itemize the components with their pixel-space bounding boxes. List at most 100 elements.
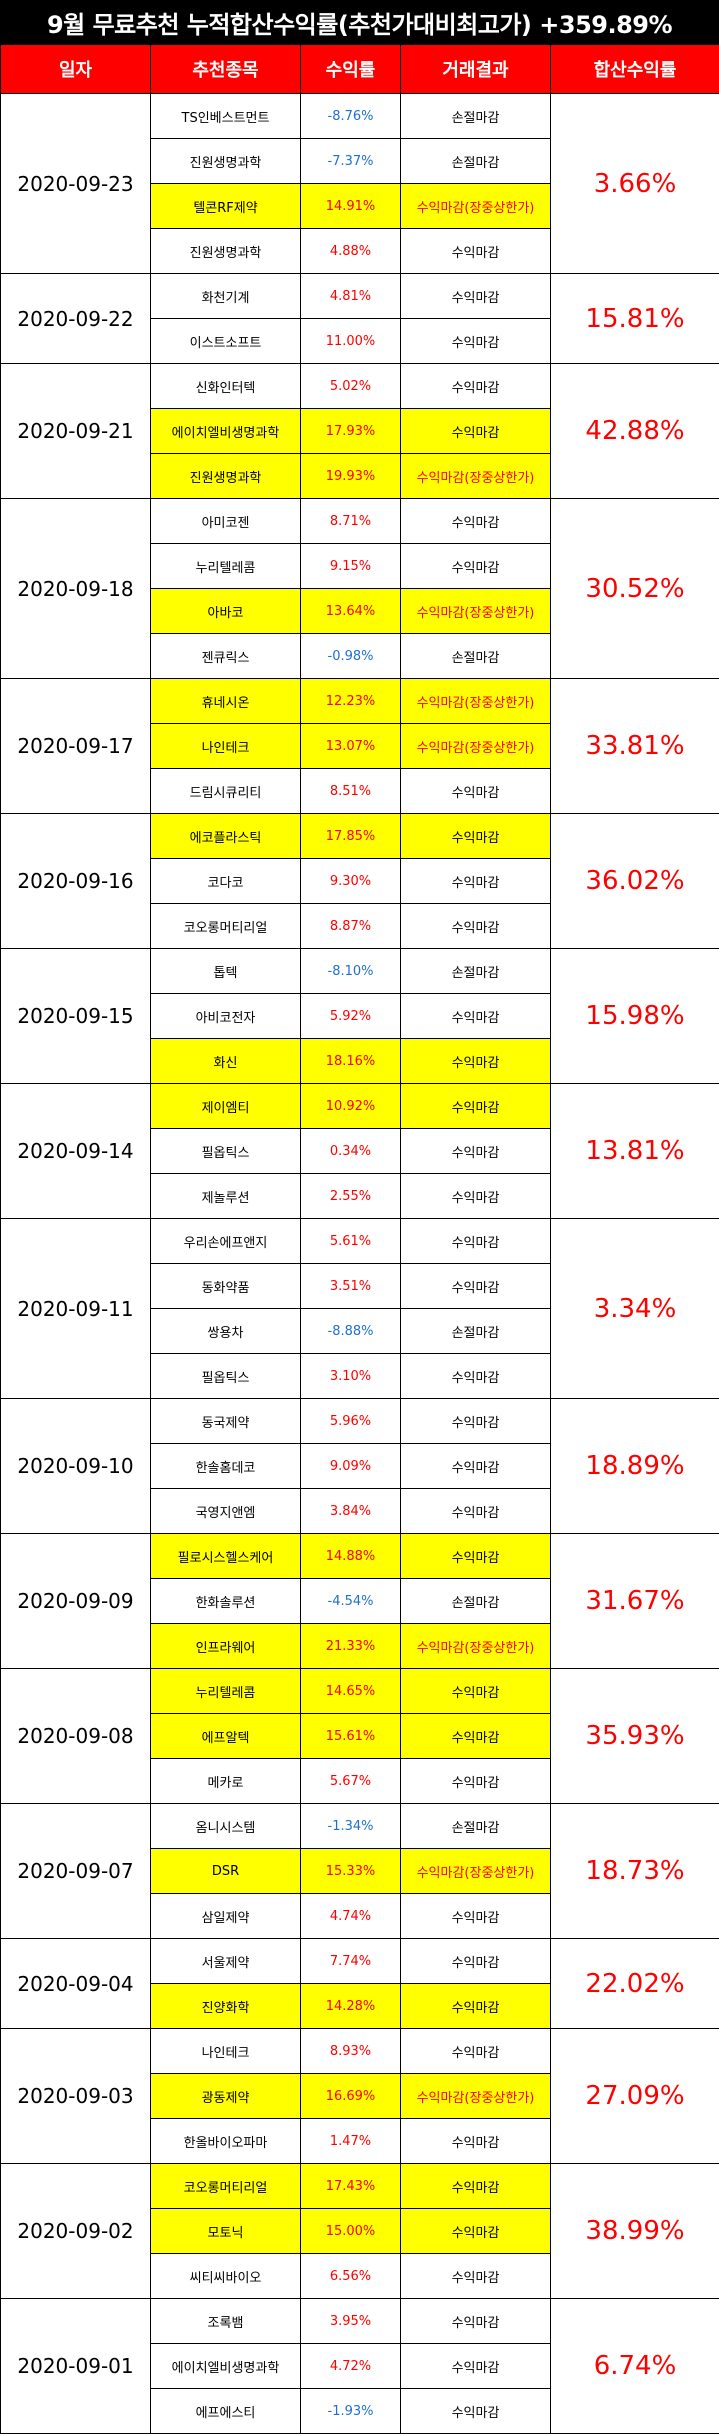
return-cell: 13.64% (301, 589, 401, 634)
return-cell: 17.93% (301, 409, 401, 454)
trade-result-cell: 수익마감 (401, 1759, 551, 1804)
stock-name-cell: 국영지앤엠 (151, 1489, 301, 1534)
date-cell: 2020-09-23 (1, 94, 151, 274)
return-cell: -8.10% (301, 949, 401, 994)
trade-result-cell: 수익마감 (401, 904, 551, 949)
date-cell: 2020-09-01 (1, 2299, 151, 2434)
trade-result-cell: 수익마감 (401, 1039, 551, 1084)
date-cell: 2020-09-04 (1, 1939, 151, 2029)
trade-result-cell: 손절마감 (401, 949, 551, 994)
return-cell: 1.47% (301, 2119, 401, 2164)
date-cell: 2020-09-16 (1, 814, 151, 949)
return-cell: 15.61% (301, 1714, 401, 1759)
stock-name-cell: 진원생명과학 (151, 229, 301, 274)
trade-result-cell: 수익마감 (401, 1894, 551, 1939)
return-cell: 8.87% (301, 904, 401, 949)
return-cell: 8.51% (301, 769, 401, 814)
return-cell: 5.96% (301, 1399, 401, 1444)
stock-name-cell: TS인베스트먼트 (151, 94, 301, 139)
stock-name-cell: 톱텍 (151, 949, 301, 994)
return-cell: 5.67% (301, 1759, 401, 1804)
stock-name-cell: 누리텔레콤 (151, 544, 301, 589)
return-cell: 4.88% (301, 229, 401, 274)
stock-name-cell: 에프에스티 (151, 2389, 301, 2434)
return-cell: 14.65% (301, 1669, 401, 1714)
return-cell: 17.85% (301, 814, 401, 859)
trade-result-cell: 수익마감(장중상한가) (401, 454, 551, 499)
stock-name-cell: 나인테크 (151, 724, 301, 769)
date-cell: 2020-09-08 (1, 1669, 151, 1804)
return-cell: 7.74% (301, 1939, 401, 1984)
return-cell: 10.92% (301, 1084, 401, 1129)
return-cell: 4.72% (301, 2344, 401, 2389)
return-cell: 14.28% (301, 1984, 401, 2029)
sum-return-cell: 38.99% (551, 2164, 719, 2299)
trade-result-cell: 손절마감 (401, 634, 551, 679)
return-cell: 4.74% (301, 1894, 401, 1939)
return-cell: -7.37% (301, 139, 401, 184)
date-cell: 2020-09-14 (1, 1084, 151, 1219)
sum-return-cell: 42.88% (551, 364, 719, 499)
sum-return-cell: 27.09% (551, 2029, 719, 2164)
sum-return-cell: 33.81% (551, 679, 719, 814)
trade-result-cell: 수익마감 (401, 409, 551, 454)
trade-result-cell: 수익마감 (401, 814, 551, 859)
return-cell: 5.02% (301, 364, 401, 409)
stock-name-cell: 제놀루션 (151, 1174, 301, 1219)
stock-name-cell: 옴니시스템 (151, 1804, 301, 1849)
return-cell: 19.93% (301, 454, 401, 499)
trade-result-cell: 수익마감 (401, 2119, 551, 2164)
return-cell: 12.23% (301, 679, 401, 724)
stock-name-cell: 드림시큐리티 (151, 769, 301, 814)
return-cell: -1.34% (301, 1804, 401, 1849)
return-cell: 5.92% (301, 994, 401, 1039)
stock-name-cell: 필로시스헬스케어 (151, 1534, 301, 1579)
date-cell: 2020-09-02 (1, 2164, 151, 2299)
stock-name-cell: 에이치엘비생명과학 (151, 409, 301, 454)
return-cell: 2.55% (301, 1174, 401, 1219)
return-cell: 3.84% (301, 1489, 401, 1534)
trade-result-cell: 수익마감(장중상한가) (401, 1624, 551, 1669)
stock-name-cell: 조록뱀 (151, 2299, 301, 2344)
stock-name-cell: 진원생명과학 (151, 139, 301, 184)
stock-name-cell: 메카로 (151, 1759, 301, 1804)
date-cell: 2020-09-11 (1, 1219, 151, 1399)
sum-return-cell: 15.81% (551, 274, 719, 364)
trade-result-cell: 수익마감 (401, 1714, 551, 1759)
stock-name-cell: 에프알텍 (151, 1714, 301, 1759)
header-stock: 추천종목 (151, 45, 301, 94)
stock-name-cell: 진원생명과학 (151, 454, 301, 499)
trade-result-cell: 수익마감 (401, 994, 551, 1039)
return-cell: 6.56% (301, 2254, 401, 2299)
trade-result-cell: 수익마감(장중상한가) (401, 724, 551, 769)
date-cell: 2020-09-18 (1, 499, 151, 679)
trade-result-cell: 수익마감 (401, 319, 551, 364)
header-date: 일자 (1, 45, 151, 94)
stock-name-cell: 신화인터텍 (151, 364, 301, 409)
trade-result-cell: 수익마감 (401, 1399, 551, 1444)
stock-name-cell: 한솔홈데코 (151, 1444, 301, 1489)
header-return: 수익률 (301, 45, 401, 94)
trade-result-cell: 수익마감 (401, 2389, 551, 2434)
trade-result-cell: 수익마감 (401, 2029, 551, 2074)
trade-result-cell: 손절마감 (401, 1309, 551, 1354)
return-cell: 4.81% (301, 274, 401, 319)
return-cell: 8.71% (301, 499, 401, 544)
return-cell: 0.34% (301, 1129, 401, 1174)
stock-name-cell: 필옵틱스 (151, 1129, 301, 1174)
stock-name-cell: 삼일제약 (151, 1894, 301, 1939)
sum-return-cell: 3.66% (551, 94, 719, 274)
stock-name-cell: 나인테크 (151, 2029, 301, 2074)
return-cell: 9.09% (301, 1444, 401, 1489)
stock-name-cell: 씨티씨바이오 (151, 2254, 301, 2299)
date-cell: 2020-09-09 (1, 1534, 151, 1669)
